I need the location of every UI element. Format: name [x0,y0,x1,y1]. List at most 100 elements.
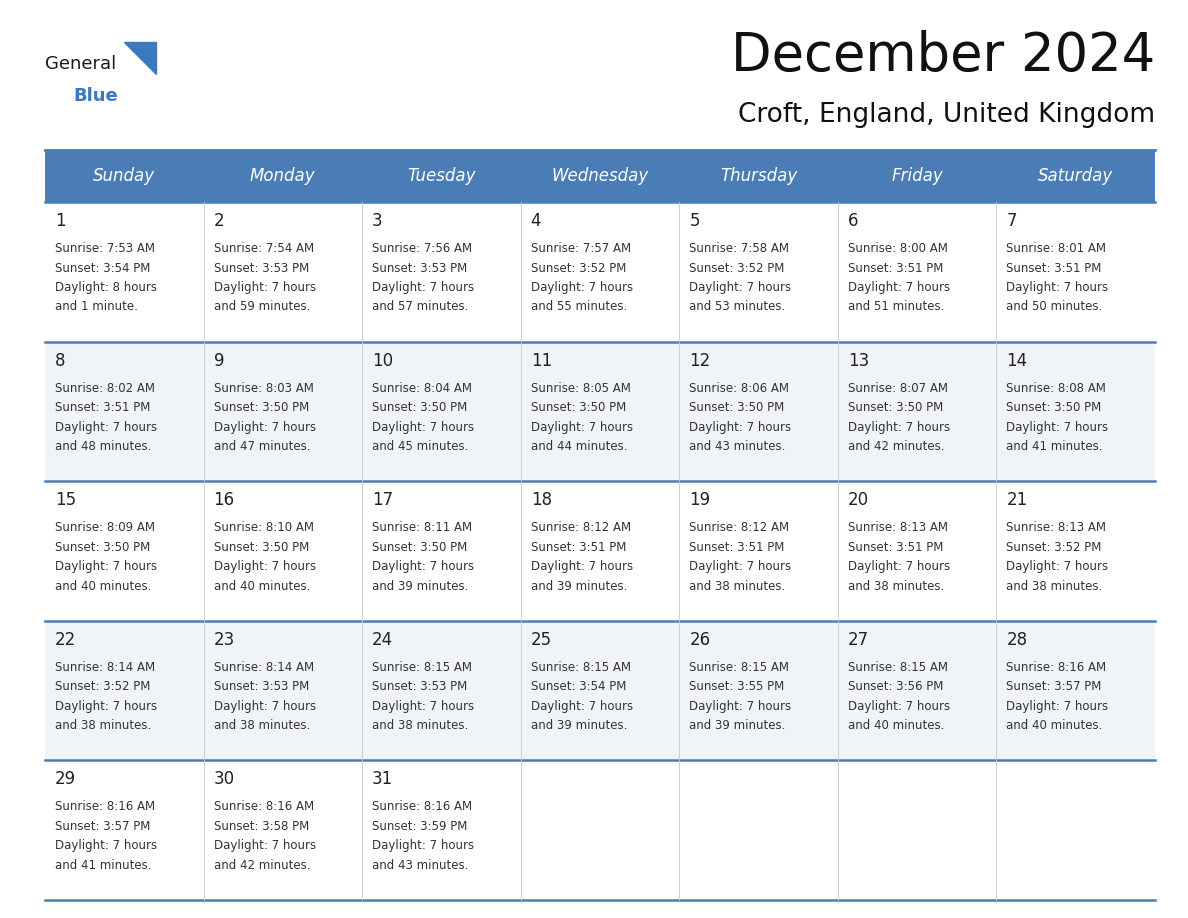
Text: Daylight: 7 hours: Daylight: 7 hours [689,700,791,712]
Text: and 50 minutes.: and 50 minutes. [1006,300,1102,314]
Text: 4: 4 [531,212,542,230]
Bar [838,150,997,202]
Text: Daylight: 7 hours: Daylight: 7 hours [531,700,633,712]
Text: and 39 minutes.: and 39 minutes. [372,579,468,593]
Text: Daylight: 7 hours: Daylight: 7 hours [848,420,950,433]
Text: Daylight: 7 hours: Daylight: 7 hours [372,700,474,712]
Text: 28: 28 [1006,631,1028,649]
Text: and 53 minutes.: and 53 minutes. [689,300,785,314]
Text: and 59 minutes.: and 59 minutes. [214,300,310,314]
Text: Daylight: 7 hours: Daylight: 7 hours [214,560,316,573]
Text: Saturday: Saturday [1038,167,1113,185]
Text: Sunset: 3:59 PM: Sunset: 3:59 PM [372,820,468,833]
Text: Sunset: 3:51 PM: Sunset: 3:51 PM [531,541,626,554]
Text: and 43 minutes.: and 43 minutes. [372,859,468,872]
Text: Sunset: 3:54 PM: Sunset: 3:54 PM [531,680,626,693]
Text: Sunset: 3:52 PM: Sunset: 3:52 PM [689,262,784,274]
Text: Sunrise: 8:11 AM: Sunrise: 8:11 AM [372,521,473,534]
Text: 24: 24 [372,631,393,649]
Text: and 48 minutes.: and 48 minutes. [55,440,151,453]
Text: and 57 minutes.: and 57 minutes. [372,300,468,314]
Text: 11: 11 [531,352,552,370]
Text: 23: 23 [214,631,235,649]
Text: 5: 5 [689,212,700,230]
Text: Sunrise: 7:58 AM: Sunrise: 7:58 AM [689,242,789,255]
Text: and 44 minutes.: and 44 minutes. [531,440,627,453]
Text: Sunset: 3:50 PM: Sunset: 3:50 PM [689,401,784,414]
Text: Daylight: 7 hours: Daylight: 7 hours [55,839,157,853]
Text: Daylight: 7 hours: Daylight: 7 hours [531,281,633,294]
Text: and 41 minutes.: and 41 minutes. [55,859,152,872]
Text: 29: 29 [55,770,76,789]
Text: and 40 minutes.: and 40 minutes. [55,579,151,593]
Text: Sunset: 3:52 PM: Sunset: 3:52 PM [531,262,626,274]
Text: Sunset: 3:50 PM: Sunset: 3:50 PM [372,401,467,414]
Text: Sunrise: 8:14 AM: Sunrise: 8:14 AM [214,661,314,674]
Text: Sunset: 3:50 PM: Sunset: 3:50 PM [214,541,309,554]
Text: Daylight: 7 hours: Daylight: 7 hours [689,560,791,573]
Text: Daylight: 7 hours: Daylight: 7 hours [214,700,316,712]
Text: and 39 minutes.: and 39 minutes. [531,579,627,593]
Text: Sunset: 3:55 PM: Sunset: 3:55 PM [689,680,784,693]
Text: 9: 9 [214,352,225,370]
Text: and 41 minutes.: and 41 minutes. [1006,440,1102,453]
Text: 26: 26 [689,631,710,649]
Text: 16: 16 [214,491,235,509]
Bar [520,150,680,202]
Text: Sunrise: 8:16 AM: Sunrise: 8:16 AM [214,800,314,813]
Text: Daylight: 7 hours: Daylight: 7 hours [1006,700,1108,712]
Bar [45,760,1155,900]
Text: Daylight: 8 hours: Daylight: 8 hours [55,281,157,294]
Text: Daylight: 7 hours: Daylight: 7 hours [214,420,316,433]
Text: Sunset: 3:51 PM: Sunset: 3:51 PM [848,541,943,554]
Text: Sunset: 3:50 PM: Sunset: 3:50 PM [531,401,626,414]
Text: Friday: Friday [891,167,943,185]
Text: Sunset: 3:53 PM: Sunset: 3:53 PM [372,262,467,274]
Text: and 45 minutes.: and 45 minutes. [372,440,468,453]
Text: Daylight: 7 hours: Daylight: 7 hours [372,281,474,294]
Bar [997,150,1155,202]
Text: Sunrise: 8:00 AM: Sunrise: 8:00 AM [848,242,948,255]
Text: 13: 13 [848,352,870,370]
Text: and 40 minutes.: and 40 minutes. [848,720,944,733]
Text: Sunrise: 8:15 AM: Sunrise: 8:15 AM [689,661,789,674]
Text: Sunset: 3:50 PM: Sunset: 3:50 PM [55,541,150,554]
Text: and 42 minutes.: and 42 minutes. [214,859,310,872]
Text: and 38 minutes.: and 38 minutes. [689,579,785,593]
Text: Sunrise: 8:13 AM: Sunrise: 8:13 AM [848,521,948,534]
Text: Sunrise: 8:01 AM: Sunrise: 8:01 AM [1006,242,1106,255]
Text: Daylight: 7 hours: Daylight: 7 hours [1006,281,1108,294]
Text: Daylight: 7 hours: Daylight: 7 hours [1006,420,1108,433]
Text: 21: 21 [1006,491,1028,509]
Text: Wednesday: Wednesday [551,167,649,185]
Text: 7: 7 [1006,212,1017,230]
Text: Sunrise: 8:05 AM: Sunrise: 8:05 AM [531,382,631,395]
Text: and 38 minutes.: and 38 minutes. [848,579,944,593]
Text: Sunset: 3:51 PM: Sunset: 3:51 PM [1006,262,1101,274]
Text: Daylight: 7 hours: Daylight: 7 hours [689,281,791,294]
Text: 8: 8 [55,352,65,370]
Text: 6: 6 [848,212,859,230]
Text: Sunrise: 8:10 AM: Sunrise: 8:10 AM [214,521,314,534]
Text: 27: 27 [848,631,868,649]
Text: and 40 minutes.: and 40 minutes. [214,579,310,593]
Text: Sunrise: 7:54 AM: Sunrise: 7:54 AM [214,242,314,255]
Text: Daylight: 7 hours: Daylight: 7 hours [848,700,950,712]
Text: Sunrise: 8:12 AM: Sunrise: 8:12 AM [689,521,789,534]
Text: Sunset: 3:58 PM: Sunset: 3:58 PM [214,820,309,833]
Text: 19: 19 [689,491,710,509]
Text: Daylight: 7 hours: Daylight: 7 hours [848,281,950,294]
Text: Sunset: 3:54 PM: Sunset: 3:54 PM [55,262,151,274]
Text: Sunset: 3:53 PM: Sunset: 3:53 PM [372,680,467,693]
Text: Sunrise: 8:16 AM: Sunrise: 8:16 AM [372,800,473,813]
Text: Sunrise: 8:02 AM: Sunrise: 8:02 AM [55,382,154,395]
Text: Sunset: 3:52 PM: Sunset: 3:52 PM [1006,541,1101,554]
Text: 2: 2 [214,212,225,230]
Text: Sunrise: 8:16 AM: Sunrise: 8:16 AM [1006,661,1106,674]
Text: Sunrise: 8:09 AM: Sunrise: 8:09 AM [55,521,154,534]
Bar [203,150,362,202]
Text: Daylight: 7 hours: Daylight: 7 hours [55,560,157,573]
Text: and 42 minutes.: and 42 minutes. [848,440,944,453]
Text: and 47 minutes.: and 47 minutes. [214,440,310,453]
Text: 30: 30 [214,770,235,789]
